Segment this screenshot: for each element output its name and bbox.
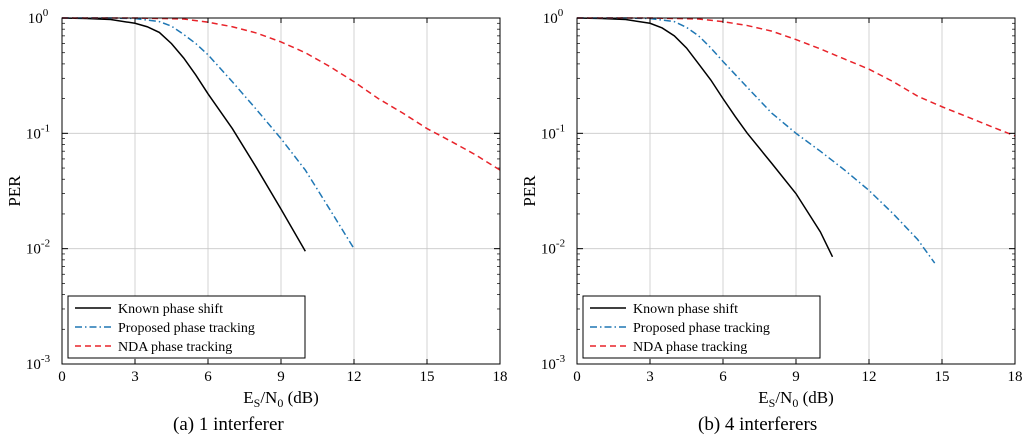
x-tick-label: 18 bbox=[493, 369, 508, 385]
series-line-2 bbox=[577, 17, 936, 264]
x-tick-label: 9 bbox=[277, 369, 285, 385]
series-line-1 bbox=[61, 17, 306, 252]
x-tick-label: 3 bbox=[131, 369, 139, 385]
chart-panel-2: 0 3 6 9 12 15 18 10-3 10-2 10-1 100 PER ES/N0 (dB) Kn… bbox=[520, 7, 1023, 435]
y-tick-label: 10-1 bbox=[26, 122, 50, 142]
y-tick-label: 10-2 bbox=[541, 238, 565, 258]
series-line-1 bbox=[576, 17, 834, 258]
series-line-3 bbox=[62, 17, 501, 171]
legend: Known phase shift Proposed phase tracking… bbox=[67, 295, 306, 359]
series-line-2 bbox=[62, 17, 355, 250]
x-tick-label: 6 bbox=[204, 369, 212, 385]
x-tick-label: 9 bbox=[792, 369, 800, 385]
x-tick-label: 15 bbox=[935, 369, 950, 385]
panel-caption: (b) 4 interferers bbox=[698, 414, 817, 435]
y-tick-label: 10-2 bbox=[26, 238, 50, 258]
x-tick-label: 0 bbox=[573, 369, 581, 385]
x-tick-label: 15 bbox=[420, 369, 435, 385]
x-tick-label: 6 bbox=[719, 369, 727, 385]
x-tick-label: 18 bbox=[1008, 369, 1023, 385]
y-tick-label: 100 bbox=[28, 7, 49, 27]
chart-panel-1: 0 3 6 9 12 15 18 10-3 10-2 10-1 100 PER ES/N0 (dB) Kn… bbox=[5, 7, 508, 435]
x-tick-label: 12 bbox=[347, 369, 362, 385]
y-tick-label: 10-1 bbox=[541, 122, 565, 142]
x-tick-label: 0 bbox=[58, 369, 66, 385]
legend: Known phase shift Proposed phase tracking… bbox=[582, 295, 821, 359]
legend-label-2: Proposed phase tracking bbox=[118, 321, 255, 336]
y-axis-label: PER bbox=[5, 175, 24, 207]
legend-label-1: Known phase shift bbox=[118, 302, 223, 317]
y-tick-label: 10-3 bbox=[541, 353, 566, 373]
x-axis-label: ES/N0 (dB) bbox=[243, 388, 319, 410]
legend-label-3: NDA phase tracking bbox=[633, 340, 747, 355]
legend-label-1: Known phase shift bbox=[633, 302, 738, 317]
x-axis-label: ES/N0 (dB) bbox=[758, 388, 834, 410]
y-tick-label: 100 bbox=[543, 7, 564, 27]
legend-label-2: Proposed phase tracking bbox=[633, 321, 770, 336]
y-axis-label: PER bbox=[520, 175, 539, 207]
y-tick-label: 10-3 bbox=[26, 353, 51, 373]
panel-caption: (a) 1 interferer bbox=[173, 414, 284, 435]
x-tick-label: 3 bbox=[646, 369, 654, 385]
series-line-3 bbox=[577, 17, 1016, 137]
legend-label-3: NDA phase tracking bbox=[118, 340, 232, 355]
x-tick-label: 12 bbox=[862, 369, 877, 385]
